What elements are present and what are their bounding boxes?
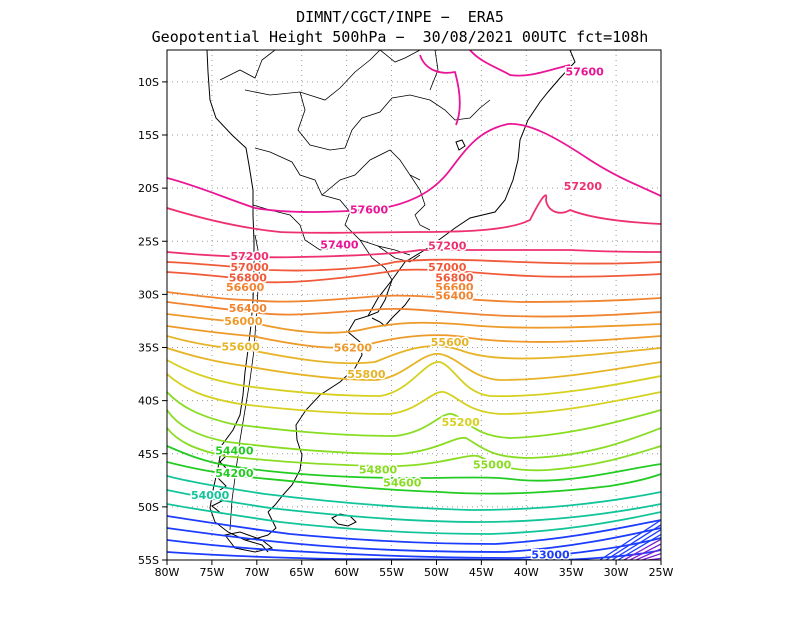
contour-label: 56400 [229, 302, 268, 315]
x-tick-label: 65W [289, 566, 314, 579]
contour-line [167, 527, 661, 553]
contour-label: 55200 [442, 416, 481, 429]
x-tick-label: 35W [559, 566, 584, 579]
y-tick-label: 25S [138, 235, 159, 248]
contour-line [641, 552, 661, 560]
contour-line [167, 475, 661, 511]
x-tick-label: 55W [379, 566, 404, 579]
y-tick-label: 15S [138, 129, 159, 142]
y-axis: 10S 15S 20S 25S 30S 35S 40S 45S 50S 55S [138, 76, 167, 567]
contour-label: 56800 [229, 271, 268, 284]
y-tick-label: 55S [138, 554, 159, 567]
y-tick-label: 30S [138, 288, 159, 301]
y-tick-label: 20S [138, 182, 159, 195]
y-tick-label: 10S [138, 76, 159, 89]
x-tick-label: 50W [424, 566, 449, 579]
contour-line [623, 538, 661, 560]
title-line-1: DIMNT/CGCT/INPE − ERA5 [296, 8, 504, 26]
contour-line [611, 529, 661, 560]
contour-line [167, 301, 661, 318]
x-tick-label: 45W [469, 566, 494, 579]
x-tick-label: 40W [514, 566, 539, 579]
contour-label: 57000 [230, 261, 269, 274]
contour-line [167, 409, 661, 459]
contour-line [167, 347, 661, 381]
x-tick-label: 25W [649, 566, 674, 579]
contour-label: 57000 [428, 261, 467, 274]
y-tick-label: 35S [138, 342, 159, 355]
x-axis: 80W 75W 70W 65W 60W 55W 50W 45W 40W 35W 30W 25W [155, 560, 674, 579]
contour-label: 54000 [191, 489, 230, 502]
contour-label: 57400 [320, 238, 359, 251]
contour-label: 53000 [531, 549, 570, 562]
x-tick-label: 70W [244, 566, 269, 579]
contour-label: 57200 [564, 180, 603, 193]
contour-line [617, 533, 661, 560]
contour-label: 55600 [222, 340, 261, 353]
contour-line [605, 524, 661, 560]
la-plata-estuary [367, 279, 411, 327]
contour-label: 55800 [347, 368, 386, 381]
contour-label: 56400 [435, 289, 474, 302]
contour-line [167, 335, 661, 365]
y-tick-label: 45S [138, 448, 159, 461]
contour-label: 56600 [226, 281, 265, 294]
contour-line [167, 427, 661, 472]
contour-label: 56600 [435, 281, 474, 294]
contour-line [167, 359, 661, 398]
contour-label: 56200 [334, 342, 373, 355]
atlantic-island [455, 139, 466, 151]
contour-label: 54400 [215, 445, 254, 458]
contour-label: 57200 [428, 240, 467, 253]
contour-line [167, 391, 661, 439]
contour-line [167, 123, 661, 213]
contour-line [635, 548, 661, 560]
contour-line [167, 537, 661, 559]
contour-line [167, 291, 661, 303]
contour-label: 55000 [473, 458, 512, 471]
x-tick-label: 60W [334, 566, 359, 579]
contour-label: 56000 [224, 315, 263, 328]
contour-line [167, 325, 661, 349]
contour-label: 54800 [359, 464, 398, 477]
title-line-2: Geopotential Height 500hPa − 30/08/2021 … [151, 28, 649, 46]
contour-line [167, 258, 661, 272]
x-tick-label: 80W [155, 566, 180, 579]
contour-line [167, 313, 661, 334]
contour-line [167, 515, 661, 545]
contour-line [167, 240, 661, 244]
contour-line [167, 445, 661, 482]
contour-label: 57600 [566, 65, 605, 78]
contour-line [167, 249, 661, 259]
plot-frame [166, 49, 662, 561]
contour-label: 54600 [383, 476, 422, 489]
contour-label: 57600 [350, 203, 389, 216]
contour-label: 57200 [230, 250, 269, 263]
contour-line [599, 519, 661, 560]
contour-line [167, 373, 661, 415]
x-tick-label: 75W [199, 566, 224, 579]
contour-line [629, 543, 661, 560]
contour-line [419, 50, 571, 126]
contour-line [167, 503, 661, 535]
contour-line [167, 489, 661, 523]
x-tick-label: 30W [604, 566, 629, 579]
contour-label: 54200 [215, 467, 254, 480]
contour-line [167, 461, 661, 495]
y-tick-label: 40S [138, 395, 159, 408]
falkland-islands [331, 513, 357, 527]
south-america-east-coast [267, 50, 576, 513]
contour-label: 55600 [431, 336, 470, 349]
contour-label: 56800 [435, 271, 474, 284]
contour-line [167, 194, 661, 234]
y-tick-label: 50S [138, 501, 159, 514]
contour-line [167, 268, 661, 284]
